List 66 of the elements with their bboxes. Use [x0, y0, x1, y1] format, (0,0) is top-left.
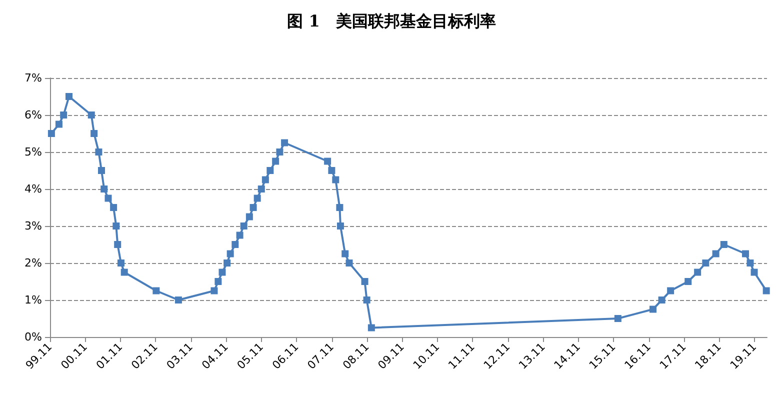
point [712, 250, 720, 258]
point [90, 130, 98, 137]
point [250, 204, 257, 211]
point [702, 260, 710, 266]
point [240, 222, 248, 230]
point [720, 241, 728, 248]
point [174, 296, 182, 304]
point [363, 296, 370, 304]
point [336, 222, 344, 230]
point [361, 278, 368, 285]
point [667, 287, 674, 294]
point [112, 222, 120, 230]
point [694, 268, 702, 276]
point [262, 176, 269, 184]
point [332, 176, 340, 184]
point [266, 167, 274, 174]
point [346, 260, 353, 266]
point [746, 260, 754, 266]
point [214, 278, 222, 285]
point [650, 306, 657, 313]
point [336, 204, 344, 211]
y-tick-label: 4% [24, 182, 42, 196]
point [281, 139, 288, 146]
y-tick-label: 3% [24, 220, 42, 232]
point [232, 241, 239, 248]
point [48, 130, 55, 137]
point [224, 260, 231, 266]
point [750, 268, 758, 276]
point [614, 315, 622, 322]
point [66, 93, 72, 100]
point [104, 194, 112, 202]
point [110, 204, 118, 211]
point [236, 232, 244, 239]
chart-title: 图 1 美国联邦基金目标利率 [287, 12, 496, 30]
y-tick-label: 0% [24, 330, 42, 344]
point [762, 287, 770, 294]
point [100, 186, 108, 192]
point [328, 167, 336, 174]
point [120, 268, 128, 276]
point [60, 112, 68, 118]
point [218, 268, 226, 276]
point [254, 194, 261, 202]
point [272, 158, 280, 165]
y-tick-label: 6% [24, 108, 42, 122]
point [276, 148, 284, 156]
point [368, 324, 375, 332]
point [114, 241, 122, 248]
point [98, 167, 105, 174]
point [246, 213, 253, 220]
point [342, 250, 349, 258]
point [88, 112, 95, 118]
point [95, 148, 102, 156]
point [684, 278, 692, 285]
point [324, 158, 332, 165]
y-tick-label: 5% [24, 146, 42, 158]
y-tick-label: 1% [24, 294, 42, 306]
y-tick-label: 7% [24, 72, 42, 84]
point [742, 250, 749, 258]
point [55, 120, 62, 128]
point [117, 260, 124, 266]
point [226, 250, 234, 258]
point [152, 287, 160, 294]
point [658, 296, 666, 304]
y-tick-label: 2% [24, 256, 42, 270]
point [210, 287, 218, 294]
point [258, 186, 265, 192]
